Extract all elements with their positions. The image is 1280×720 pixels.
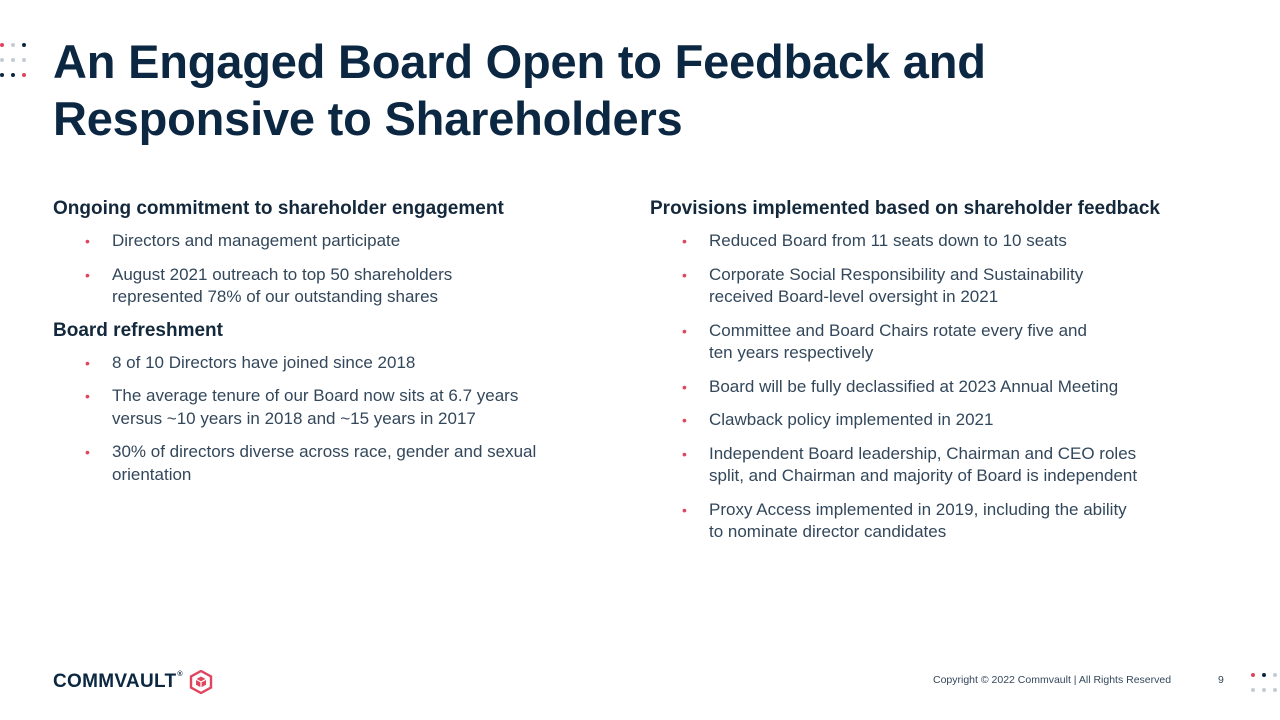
list-item-text: August 2021 outreach to top 50 sharehold… bbox=[112, 264, 453, 307]
list-item-text: Directors and management participate bbox=[112, 231, 401, 250]
list-item: • The average tenure of our Board now sit… bbox=[53, 385, 613, 430]
list-item-text: 30% of directors diverse across race, ge… bbox=[112, 442, 537, 484]
list-item: • Corporate Social Responsibility and Sus… bbox=[650, 264, 1250, 309]
bullet-icon: • bbox=[85, 444, 90, 460]
logo-wordmark: COMMVAULT® bbox=[53, 671, 183, 693]
list-item: • Independent Board leadership, Chairman … bbox=[650, 443, 1250, 488]
bullet-icon: • bbox=[682, 501, 687, 518]
bullet-list-board-refreshment: • 8 of 10 Directors have joined since 201… bbox=[53, 352, 613, 487]
list-item: • Board will be fully declassified at 202… bbox=[650, 376, 1250, 399]
bullet-icon: • bbox=[682, 266, 687, 283]
list-item-text: Reduced Board from 11 seats down to 10 s… bbox=[709, 231, 1067, 250]
logo-trademark: ® bbox=[177, 671, 183, 678]
slide-title-line-2: Responsive to Shareholders bbox=[53, 92, 683, 145]
list-item-text: Independent Board leadership, Chairman a… bbox=[709, 443, 1138, 486]
slide-title: An Engaged Board Open to Feedback and Re… bbox=[53, 33, 986, 147]
slide-title-line-1: An Engaged Board Open to Feedback and bbox=[53, 35, 986, 88]
list-item-text: Corporate Social Responsibility and Sust… bbox=[709, 264, 1084, 307]
list-item: • Clawback policy implemented in 2021 bbox=[650, 409, 1250, 432]
bullet-icon: • bbox=[85, 233, 90, 249]
list-item-text: Committee and Board Chairs rotate every … bbox=[709, 320, 1087, 363]
section-heading-provisions: Provisions implemented based on sharehol… bbox=[650, 198, 1160, 219]
bullet-icon: • bbox=[682, 378, 687, 395]
bullet-icon: • bbox=[682, 412, 687, 428]
commvault-logo: COMMVAULT® bbox=[53, 670, 213, 694]
bullet-icon: • bbox=[85, 388, 90, 404]
logo-wordmark-text: COMMVAULT bbox=[53, 671, 177, 692]
bullet-icon: • bbox=[85, 266, 90, 283]
list-item-text: Proxy Access implemented in 2019, includ… bbox=[709, 499, 1127, 542]
bullet-icon: • bbox=[682, 322, 687, 339]
list-item: • August 2021 outreach to top 50 sharehol… bbox=[53, 264, 613, 309]
section-heading-board-refreshment: Board refreshment bbox=[53, 319, 223, 341]
bullet-icon: • bbox=[682, 445, 687, 462]
dot-grid-decoration-icon bbox=[0, 43, 26, 77]
bullet-icon: • bbox=[85, 354, 90, 371]
bullet-list-shareholder-engagement: • Directors and management participate • A… bbox=[53, 230, 613, 309]
list-item: • Reduced Board from 11 seats down to 10 … bbox=[650, 230, 1250, 253]
list-item-text: Clawback policy implemented in 2021 bbox=[709, 410, 994, 429]
section-heading-shareholder-engagement: Ongoing commitment to shareholder engage… bbox=[53, 198, 504, 219]
list-item-text: Board will be fully declassified at 2023… bbox=[709, 376, 1119, 396]
list-item: • 30% of directors diverse across race, g… bbox=[53, 441, 613, 486]
left-column: Ongoing commitment to shareholder engage… bbox=[53, 198, 613, 497]
dot-grid-decoration-icon bbox=[1251, 673, 1277, 692]
right-column: Provisions implemented based on sharehol… bbox=[650, 198, 1250, 555]
list-item: • Proxy Access implemented in 2019, inclu… bbox=[650, 499, 1250, 544]
list-item-text: 8 of 10 Directors have joined since 2018 bbox=[112, 352, 416, 372]
page-number: 9 bbox=[1218, 674, 1224, 686]
list-item: • 8 of 10 Directors have joined since 201… bbox=[53, 352, 613, 375]
copyright-text: Copyright © 2022 Commvault | All Rights … bbox=[933, 674, 1172, 686]
list-item: • Committee and Board Chairs rotate every… bbox=[650, 320, 1250, 365]
list-item-text: The average tenure of our Board now sits… bbox=[112, 386, 519, 428]
bullet-icon: • bbox=[682, 233, 687, 249]
commvault-cube-logo-icon bbox=[189, 670, 213, 694]
bullet-list-provisions: • Reduced Board from 11 seats down to 10 … bbox=[650, 230, 1250, 544]
list-item: • Directors and management participate bbox=[53, 230, 613, 253]
